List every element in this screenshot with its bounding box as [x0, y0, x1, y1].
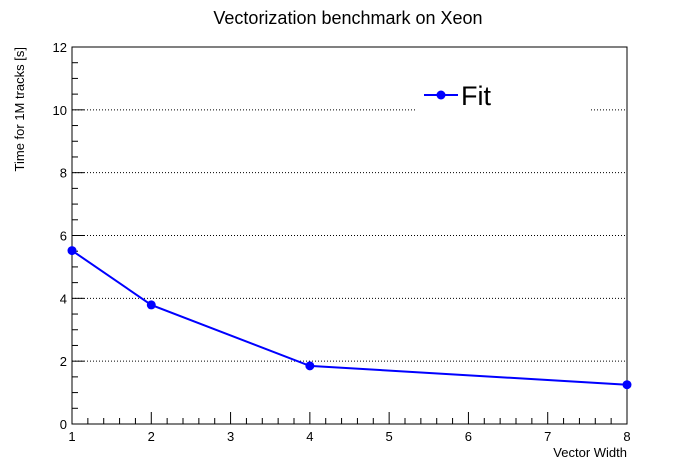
series-line-fit [71, 249, 628, 386]
y-tick-label: 0 [60, 417, 67, 432]
data-point [146, 300, 156, 310]
data-point [305, 361, 315, 371]
chart-title: Vectorization benchmark on Xeon [213, 8, 482, 28]
x-axis-label: Vector Width [553, 445, 627, 460]
data-point [67, 246, 77, 256]
data-point [622, 380, 632, 390]
legend: Fit [416, 74, 590, 116]
x-tick-label: 6 [465, 429, 472, 444]
x-tick-label: 2 [148, 429, 155, 444]
y-tick-label: 8 [60, 166, 67, 181]
series [67, 246, 632, 390]
x-tick-label: 5 [386, 429, 393, 444]
y-tick-label: 12 [53, 40, 67, 55]
legend-entry-fit: Fit [461, 81, 491, 111]
x-tick-label: 3 [227, 429, 234, 444]
x-tick-label: 7 [544, 429, 551, 444]
x-tick-label: 1 [68, 429, 75, 444]
x-tick-label: 8 [623, 429, 630, 444]
y-tick-label: 10 [53, 103, 67, 118]
y-tick-label: 2 [60, 354, 67, 369]
legend-point-marker [436, 90, 446, 100]
y-tick-label: 4 [60, 291, 67, 306]
y-tick-label: 6 [60, 229, 67, 244]
x-tick-label: 4 [306, 429, 313, 444]
y-axis-label: Time for 1M tracks [s] [12, 47, 27, 171]
